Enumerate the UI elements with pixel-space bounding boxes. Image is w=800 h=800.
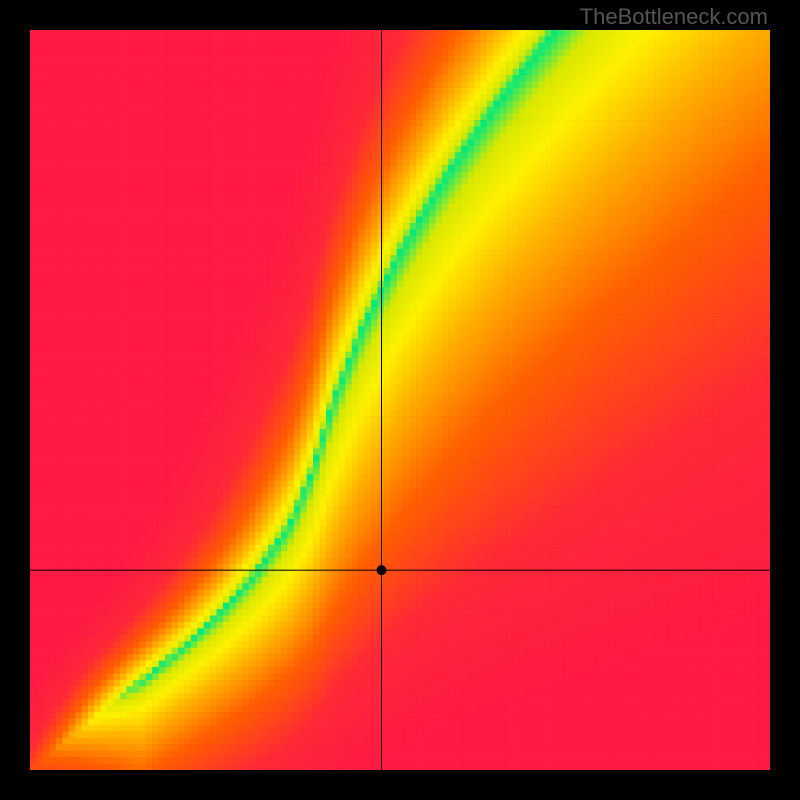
heatmap-plot: [30, 30, 770, 770]
watermark-label: TheBottleneck.com: [580, 4, 768, 30]
heatmap-canvas: [30, 30, 770, 770]
